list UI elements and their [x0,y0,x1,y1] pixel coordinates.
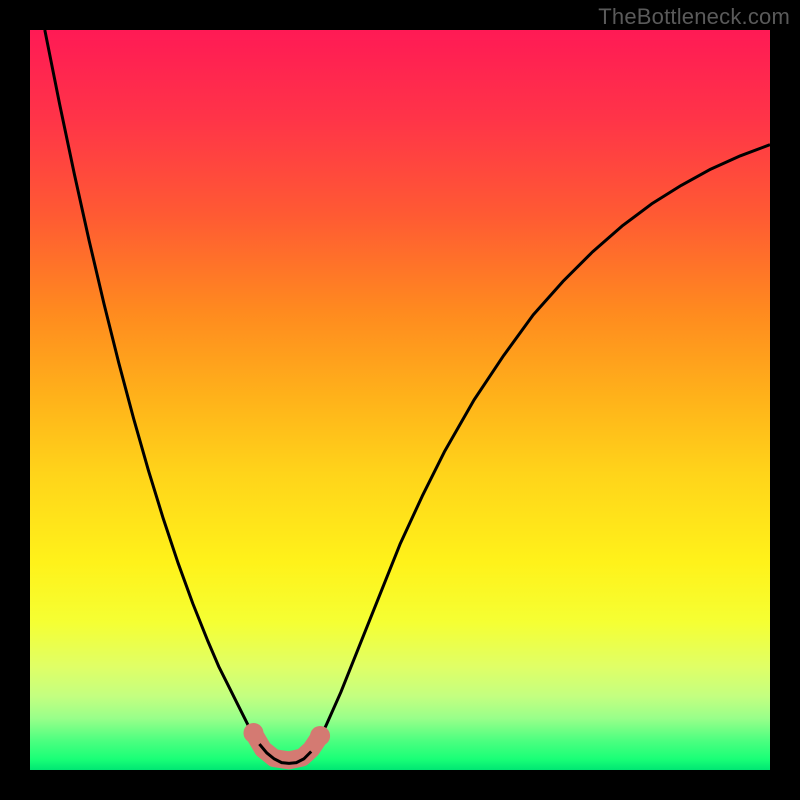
gradient-background [30,30,770,770]
plot-svg [30,30,770,770]
highlight-endcap-right [310,726,330,746]
watermark-text: TheBottleneck.com [598,4,790,30]
highlight-endcap-left [243,723,263,743]
plot-area [30,30,770,770]
chart-canvas: TheBottleneck.com [0,0,800,800]
